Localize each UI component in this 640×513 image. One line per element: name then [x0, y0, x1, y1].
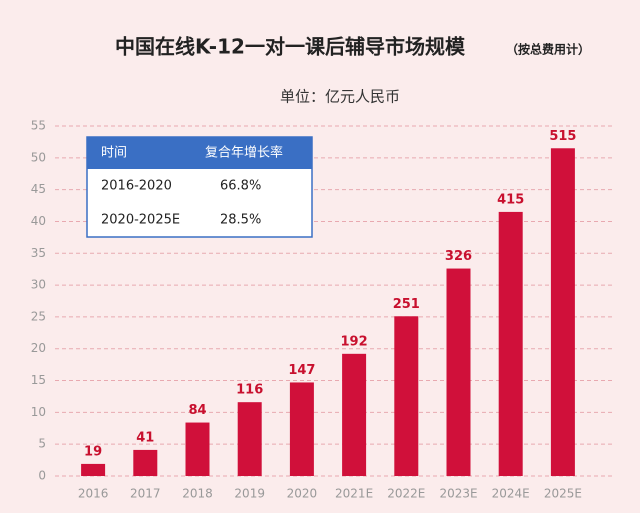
table-cell: 28.5% [220, 213, 261, 228]
title-note: （按总费用计） [506, 42, 590, 57]
x-tick-label: 2019 [234, 487, 265, 501]
bar [237, 402, 262, 476]
bar [81, 463, 106, 476]
y-tick-label: 20 [31, 341, 46, 355]
subtitle: 单位：亿元人民币 [280, 88, 400, 106]
table-cell: 2016-2020 [101, 179, 172, 194]
table-header-cell: 复合年增长率 [205, 145, 283, 161]
bar [550, 148, 575, 477]
bar [133, 449, 158, 476]
value-label: 326 [445, 249, 472, 264]
bar [342, 353, 367, 476]
x-tick-label: 2021E [335, 487, 373, 501]
value-label: 147 [288, 363, 315, 378]
table-cell: 66.8% [220, 179, 261, 194]
value-label: 19 [84, 444, 102, 459]
table-cell: 2020-2025E [101, 213, 180, 228]
y-tick-label: 10 [31, 405, 46, 419]
x-tick-label: 2025E [544, 487, 582, 501]
y-tick-label: 35 [31, 246, 46, 260]
bar [498, 211, 523, 476]
value-label: 192 [341, 334, 368, 349]
x-tick-label: 2017 [130, 487, 161, 501]
bar [185, 422, 210, 476]
bar [394, 316, 419, 476]
value-label: 84 [188, 403, 206, 418]
y-tick-label: 55 [31, 119, 46, 133]
y-tick-label: 30 [31, 278, 46, 292]
x-tick-label: 2016 [78, 487, 109, 501]
value-label: 515 [549, 129, 576, 144]
y-tick-label: 15 [31, 373, 46, 387]
table-header [87, 137, 312, 169]
y-tick-label: 25 [31, 309, 46, 323]
x-tick-label: 2018 [182, 487, 213, 501]
chart-title: 中国在线K-12一对一课后辅导市场规模 [115, 35, 466, 59]
bar [289, 382, 314, 476]
y-tick-label: 40 [31, 214, 46, 228]
x-tick-label: 2024E [492, 487, 530, 501]
value-label: 41 [136, 430, 154, 445]
y-tick-label: 0 [38, 469, 46, 483]
y-tick-label: 50 [31, 150, 46, 164]
value-label: 251 [393, 297, 420, 312]
x-tick-label: 2023E [439, 487, 477, 501]
x-tick-label: 2020 [287, 487, 318, 501]
x-tick-label: 2022E [387, 487, 425, 501]
table-header-cell: 时间 [101, 146, 127, 161]
value-label: 116 [236, 383, 263, 398]
bar [446, 268, 471, 476]
y-tick-label: 5 [38, 437, 46, 451]
value-label: 415 [497, 192, 524, 207]
y-tick-label: 45 [31, 182, 46, 196]
